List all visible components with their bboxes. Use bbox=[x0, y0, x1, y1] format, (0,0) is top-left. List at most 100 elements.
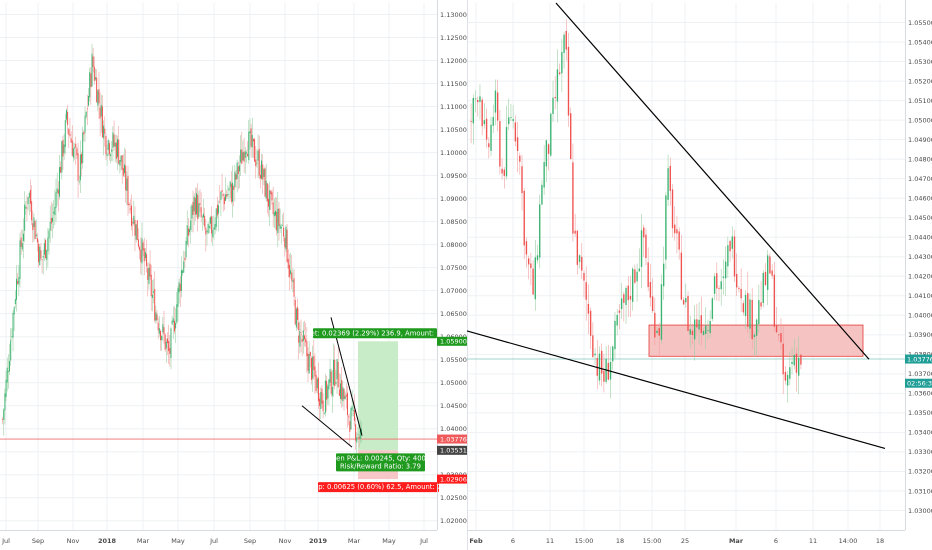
left-y-tick: 1.12000 bbox=[440, 57, 467, 65]
right-candle-body bbox=[543, 162, 545, 188]
left-candle-body bbox=[24, 204, 26, 231]
right-candle-body bbox=[521, 166, 523, 194]
left-candle-body bbox=[324, 380, 326, 413]
left-candle-body bbox=[36, 238, 38, 243]
left-candle-body bbox=[338, 389, 340, 396]
left-y-tick: 1.02000 bbox=[440, 517, 467, 525]
left-candle-body bbox=[127, 176, 129, 206]
left-candle-body bbox=[2, 419, 4, 420]
left-candle-body bbox=[270, 190, 272, 195]
right-candle-body bbox=[749, 299, 751, 329]
right-y-tick: 1.05200 bbox=[908, 77, 932, 85]
right-candle-body bbox=[578, 255, 581, 263]
left-candle-body bbox=[243, 151, 245, 162]
left-candle-body bbox=[46, 250, 48, 260]
left-candle-body bbox=[158, 328, 160, 334]
right-price-axis[interactable]: 1.05500 1.05400 1.05300 1.05200 1.05100 1.050… bbox=[905, 0, 932, 530]
open-pnl-label-bg bbox=[336, 453, 425, 472]
left-candle-body bbox=[151, 294, 153, 298]
left-y-tick: 1.06500 bbox=[440, 310, 467, 318]
left-price-tag-bg bbox=[437, 474, 467, 484]
left-candle-body bbox=[280, 226, 282, 229]
left-candle-body bbox=[93, 66, 95, 81]
right-time-axis[interactable]: Feb 6 11 15:00 18 15:00 25 Mar 6 11 14:00 18 bbox=[467, 530, 905, 546]
right-y-tick: 1.03200 bbox=[908, 468, 932, 476]
stop-label-bg bbox=[318, 482, 439, 493]
right-candle-body bbox=[786, 374, 789, 386]
right-candle-body bbox=[773, 274, 776, 327]
left-candle-body bbox=[301, 339, 303, 342]
left-y-tick: 1.02500 bbox=[440, 494, 467, 502]
left-price-axis[interactable]: 1.13000 1.12500 1.12000 1.11500 1.11000 1.105… bbox=[437, 0, 467, 530]
right-x-tick: 6 bbox=[511, 537, 515, 545]
left-y-tick: 1.13000 bbox=[440, 11, 467, 19]
left-candle-body bbox=[31, 201, 33, 221]
left-candle-body bbox=[47, 237, 49, 252]
left-time-axis[interactable]: Jul Sep Nov 2018 Mar May Jul Sep Nov 2019 Mar May Ju… bbox=[0, 530, 437, 546]
left-candle-body bbox=[285, 227, 287, 250]
left-candle-body bbox=[12, 313, 14, 338]
right-x-tick: 11 bbox=[809, 537, 817, 545]
left-candle-body bbox=[128, 203, 130, 206]
left-candle-body bbox=[194, 197, 196, 215]
left-candle-body bbox=[348, 416, 350, 418]
left-candle-body bbox=[187, 228, 189, 236]
left-candle-body bbox=[26, 207, 28, 209]
right-candles[interactable] bbox=[470, 19, 802, 403]
left-candle-body bbox=[18, 277, 20, 285]
left-candle-body bbox=[143, 248, 145, 262]
left-candle-body bbox=[22, 233, 24, 241]
right-x-tick: 25 bbox=[681, 537, 689, 545]
right-candle-body bbox=[711, 298, 714, 319]
left-y-tick: 1.10500 bbox=[440, 126, 467, 134]
left-x-tick: May bbox=[171, 537, 185, 545]
left-candle-body bbox=[130, 205, 132, 226]
right-candle-body bbox=[516, 137, 519, 151]
right-candle-body bbox=[552, 97, 554, 114]
left-candle-body bbox=[94, 77, 96, 80]
right-candle-body bbox=[514, 122, 517, 142]
right-trendlines[interactable] bbox=[466, 2, 886, 449]
right-candle-body bbox=[494, 90, 497, 113]
left-candle-body bbox=[344, 396, 346, 400]
left-candle-body bbox=[317, 377, 319, 402]
left-candle-body bbox=[35, 234, 37, 237]
right-candle-body bbox=[729, 241, 731, 252]
left-candle-body bbox=[302, 330, 304, 341]
left-candle-body bbox=[179, 283, 181, 292]
left-candle-body bbox=[192, 201, 194, 216]
left-candle-body bbox=[19, 240, 21, 279]
left-candle-body bbox=[108, 143, 110, 155]
left-candle-body bbox=[286, 229, 288, 262]
left-candle-body bbox=[89, 72, 91, 98]
left-candle-body bbox=[223, 197, 225, 205]
left-candle-body bbox=[208, 225, 210, 228]
left-candle-body bbox=[272, 202, 274, 215]
right-candle-body bbox=[705, 325, 707, 335]
left-candle-body bbox=[276, 211, 278, 231]
right-candle-body bbox=[689, 329, 691, 335]
left-candle-body bbox=[319, 398, 321, 406]
right-candle-body bbox=[558, 72, 561, 75]
right-candle-body bbox=[778, 334, 780, 336]
left-candle-body bbox=[88, 95, 90, 106]
right-candle-body bbox=[627, 285, 629, 301]
right-candle-body bbox=[740, 288, 742, 299]
left-x-tick: Jul bbox=[1, 537, 10, 545]
left-candles[interactable] bbox=[2, 43, 362, 459]
right-candle-body bbox=[488, 143, 490, 148]
left-candle-body bbox=[33, 217, 35, 228]
left-candle-body bbox=[226, 194, 228, 197]
left-candle-body bbox=[352, 410, 354, 411]
left-candle-body bbox=[182, 270, 184, 274]
left-candle-body bbox=[259, 174, 261, 179]
left-candle-body bbox=[77, 153, 79, 181]
right-candle-body bbox=[567, 46, 570, 116]
left-candle-body bbox=[38, 243, 40, 263]
left-candle-body bbox=[106, 153, 108, 157]
open-pnl-label: Open P&L: 0.00245, Qty: 40000Risk/Reward… bbox=[327, 453, 435, 472]
left-candle-body bbox=[134, 219, 136, 236]
right-y-tick: 1.03500 bbox=[908, 409, 932, 417]
right-y-tick: 1.04200 bbox=[908, 273, 932, 281]
